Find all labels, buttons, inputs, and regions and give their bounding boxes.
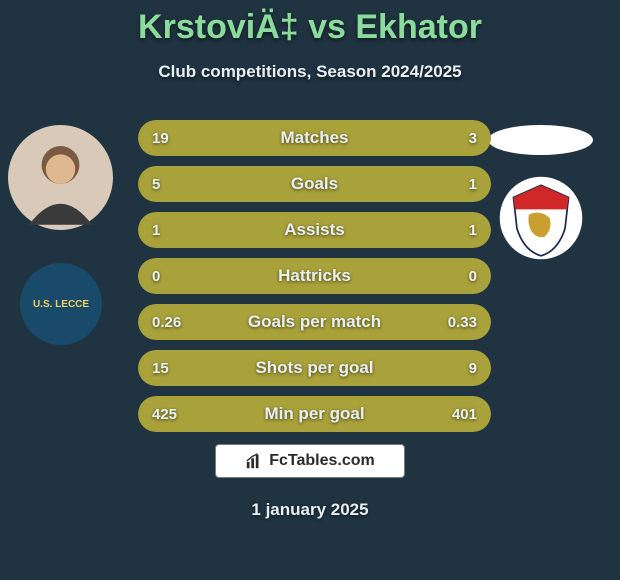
stat-label: Hattricks bbox=[138, 258, 491, 294]
avatar-placeholder-icon bbox=[8, 125, 113, 230]
stat-row: 425401Min per goal bbox=[138, 396, 491, 432]
stat-label: Min per goal bbox=[138, 396, 491, 432]
page-title: KrstoviÄ‡ vs Ekhator bbox=[0, 8, 620, 47]
player-left-avatar bbox=[8, 125, 113, 230]
stat-row: 159Shots per goal bbox=[138, 350, 491, 386]
date-label: 1 january 2025 bbox=[0, 500, 620, 520]
stat-row: 0.260.33Goals per match bbox=[138, 304, 491, 340]
chart-icon bbox=[245, 452, 263, 470]
stat-row: 11Assists bbox=[138, 212, 491, 248]
title-text: KrstoviÄ‡ vs Ekhator bbox=[138, 8, 482, 46]
date-text: 1 january 2025 bbox=[251, 500, 368, 519]
stat-label: Matches bbox=[138, 120, 491, 156]
club-right-badge bbox=[498, 175, 584, 261]
shield-icon bbox=[498, 175, 584, 261]
brand-box[interactable]: FcTables.com bbox=[215, 444, 405, 478]
subtitle: Club competitions, Season 2024/2025 bbox=[0, 62, 620, 82]
stats-container: 193Matches 51Goals 11Assists 00Hattricks 0.2… bbox=[138, 120, 491, 442]
stat-row: 00Hattricks bbox=[138, 258, 491, 294]
subtitle-text: Club competitions, Season 2024/2025 bbox=[158, 62, 461, 81]
stat-row: 193Matches bbox=[138, 120, 491, 156]
stat-label: Assists bbox=[138, 212, 491, 248]
stat-label: Goals bbox=[138, 166, 491, 202]
stat-label: Shots per goal bbox=[138, 350, 491, 386]
club-left-badge-text: U.S. LECCE bbox=[33, 299, 89, 310]
brand-text: FcTables.com bbox=[269, 452, 375, 470]
player-right-oval bbox=[488, 125, 593, 155]
stat-row: 51Goals bbox=[138, 166, 491, 202]
club-left-badge: U.S. LECCE bbox=[20, 263, 102, 345]
stat-label: Goals per match bbox=[138, 304, 491, 340]
